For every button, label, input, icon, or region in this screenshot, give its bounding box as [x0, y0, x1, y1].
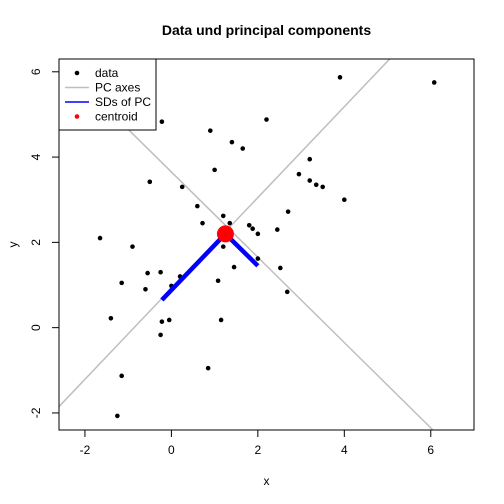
x-tick-label: -2	[80, 443, 91, 457]
legend-label: data	[95, 66, 119, 80]
legend-swatch	[74, 70, 80, 76]
y-axis: -2 0 2 4 6	[29, 68, 60, 418]
y-tick-label: 6	[29, 68, 43, 75]
data-point	[320, 184, 325, 190]
data-point	[275, 227, 280, 232]
data-point	[246, 223, 252, 228]
legend-label: SDs of PC	[95, 95, 151, 109]
legend-entry: PC axes	[65, 81, 140, 95]
data-point	[119, 373, 124, 379]
data-point	[227, 220, 233, 226]
legend-label: centroid	[95, 110, 138, 124]
legend-entry: SDs of PC	[65, 95, 151, 109]
x-axis: -2 0 2 4 6	[80, 429, 434, 457]
data-point	[208, 128, 213, 133]
data-point	[179, 184, 185, 190]
y-tick-label: 2	[29, 239, 43, 246]
data-point	[250, 226, 255, 232]
data-point	[231, 264, 237, 270]
data-point	[278, 265, 283, 271]
data-point	[195, 203, 200, 209]
data-point	[307, 178, 313, 183]
data-point	[159, 119, 165, 124]
data-point	[130, 244, 135, 249]
data-point	[264, 117, 269, 122]
data-point	[431, 80, 437, 85]
data-point	[284, 289, 290, 295]
data-point	[158, 269, 163, 275]
data-point	[159, 319, 165, 324]
legend-label: PC axes	[95, 81, 140, 95]
data-point	[97, 235, 103, 241]
chart-title: Data und principal components	[162, 22, 371, 38]
data-point	[145, 270, 150, 276]
x-tick-label: 2	[255, 443, 262, 457]
x-axis-label: x	[264, 474, 270, 488]
pc-sd-segment-1	[160, 232, 228, 302]
data-point	[255, 231, 261, 237]
x-tick-label: 0	[168, 443, 175, 457]
data-point	[215, 278, 221, 284]
data-point	[147, 179, 153, 185]
data-point	[212, 167, 217, 173]
centroid-layer	[216, 225, 234, 243]
y-tick-label: -2	[29, 407, 43, 418]
data-point	[296, 171, 302, 177]
data-point	[200, 220, 205, 226]
data-point	[119, 280, 124, 286]
data-point	[218, 317, 224, 323]
data-point	[205, 365, 211, 371]
pc-axis-line-2	[118, 120, 434, 431]
data-point	[220, 213, 226, 219]
legend-box	[58, 58, 157, 131]
data-point	[143, 286, 148, 292]
data-point	[166, 317, 172, 323]
x-tick-label: 4	[341, 443, 348, 457]
x-tick-label: 6	[427, 443, 434, 457]
data-point	[229, 139, 235, 145]
data-point	[337, 75, 343, 80]
y-axis-label: y	[6, 242, 20, 248]
data-point	[108, 315, 114, 321]
data-point	[255, 256, 261, 261]
data-point	[240, 146, 246, 151]
data-points-layer	[97, 75, 437, 419]
data-point	[115, 413, 120, 419]
legend-entry: data	[74, 66, 119, 80]
data-point	[285, 209, 291, 214]
y-tick-label: 4	[29, 153, 43, 160]
y-tick-label: 0	[29, 324, 43, 331]
data-point	[313, 182, 319, 188]
data-point	[158, 332, 163, 338]
centroid-marker	[216, 225, 234, 243]
legend-entry: centroid	[74, 110, 138, 124]
data-point	[220, 244, 226, 249]
data-point	[342, 197, 347, 203]
data-point	[307, 156, 313, 162]
legend-swatch	[74, 114, 80, 119]
